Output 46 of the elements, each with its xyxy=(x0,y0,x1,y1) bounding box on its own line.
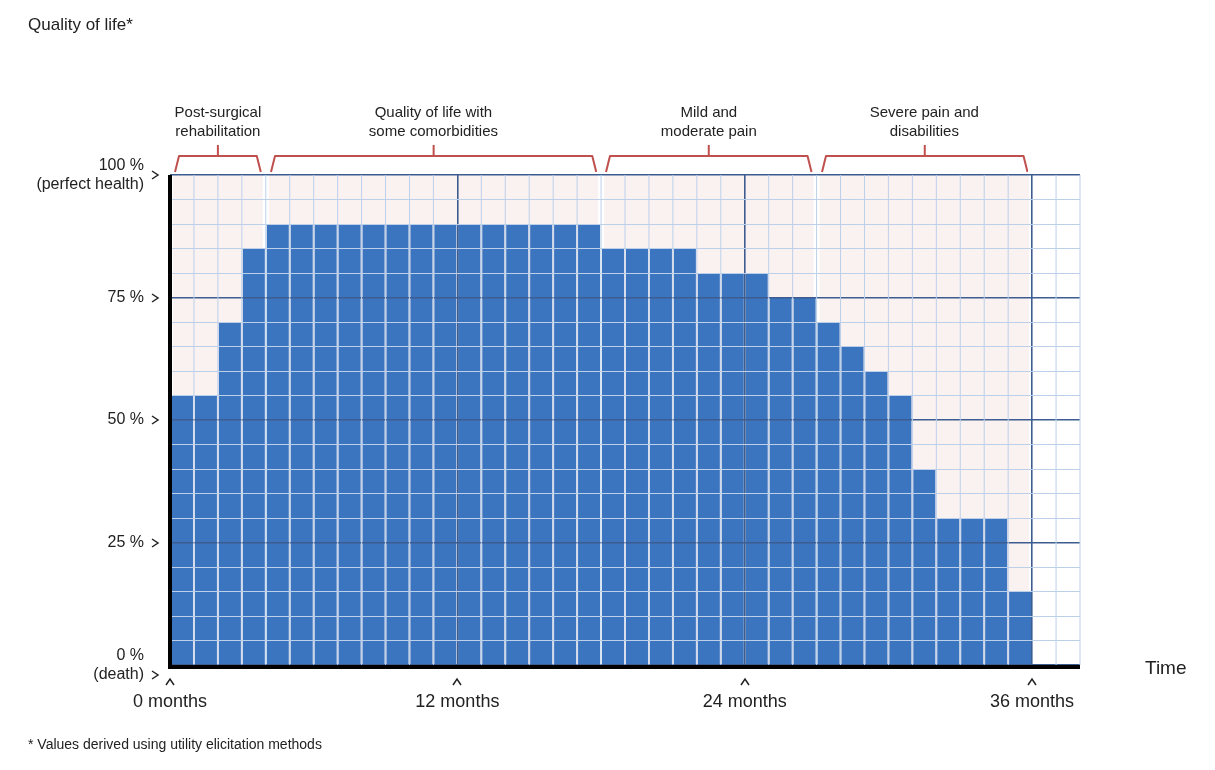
text: Time xyxy=(1145,657,1187,679)
bar xyxy=(602,248,625,665)
bar xyxy=(578,224,601,665)
bar xyxy=(338,224,361,665)
bar xyxy=(434,224,457,665)
bar xyxy=(194,395,217,665)
bar xyxy=(314,224,337,665)
bar xyxy=(745,273,768,665)
bar xyxy=(769,297,792,665)
band-label: Quality of life with some comorbidities xyxy=(368,103,499,140)
band-label: Mild and moderate pain xyxy=(660,103,757,140)
bar xyxy=(985,518,1008,665)
bar xyxy=(290,224,313,665)
bar xyxy=(889,395,912,665)
bar xyxy=(937,518,960,665)
band-label: Post-surgical rehabilitation xyxy=(174,103,262,140)
band-label: Severe pain and disabilities xyxy=(869,103,979,140)
bar xyxy=(482,224,505,665)
y-tick-label: 75 % xyxy=(107,287,144,305)
bar xyxy=(242,248,265,665)
y-tick-label: 0 % (death) xyxy=(93,645,144,683)
x-tick-label: 36 months xyxy=(990,690,1075,711)
bar xyxy=(506,224,529,665)
bar xyxy=(266,224,289,665)
x-tick-label: 24 months xyxy=(702,690,787,711)
bar xyxy=(961,518,984,665)
y-tick-label: 50 % xyxy=(107,410,144,428)
bar xyxy=(170,395,193,665)
x-tick-label: 0 months xyxy=(132,690,208,711)
bar xyxy=(1009,591,1032,665)
bar xyxy=(458,224,481,665)
text: Quality of life* xyxy=(28,14,134,34)
bar xyxy=(218,322,241,665)
bar xyxy=(793,297,816,665)
y-tick-label: 25 % xyxy=(107,532,144,550)
text: * Values derived using utility elicitation methods xyxy=(28,735,322,752)
bar xyxy=(673,248,696,665)
bar xyxy=(530,224,553,665)
y-tick-label: 100 % (perfect health) xyxy=(36,155,144,193)
bar xyxy=(554,224,577,665)
bar xyxy=(913,469,936,665)
bar xyxy=(625,248,648,665)
bar xyxy=(697,273,720,665)
bar xyxy=(721,273,744,665)
x-tick-label: 12 months xyxy=(415,690,500,711)
bar xyxy=(649,248,672,665)
